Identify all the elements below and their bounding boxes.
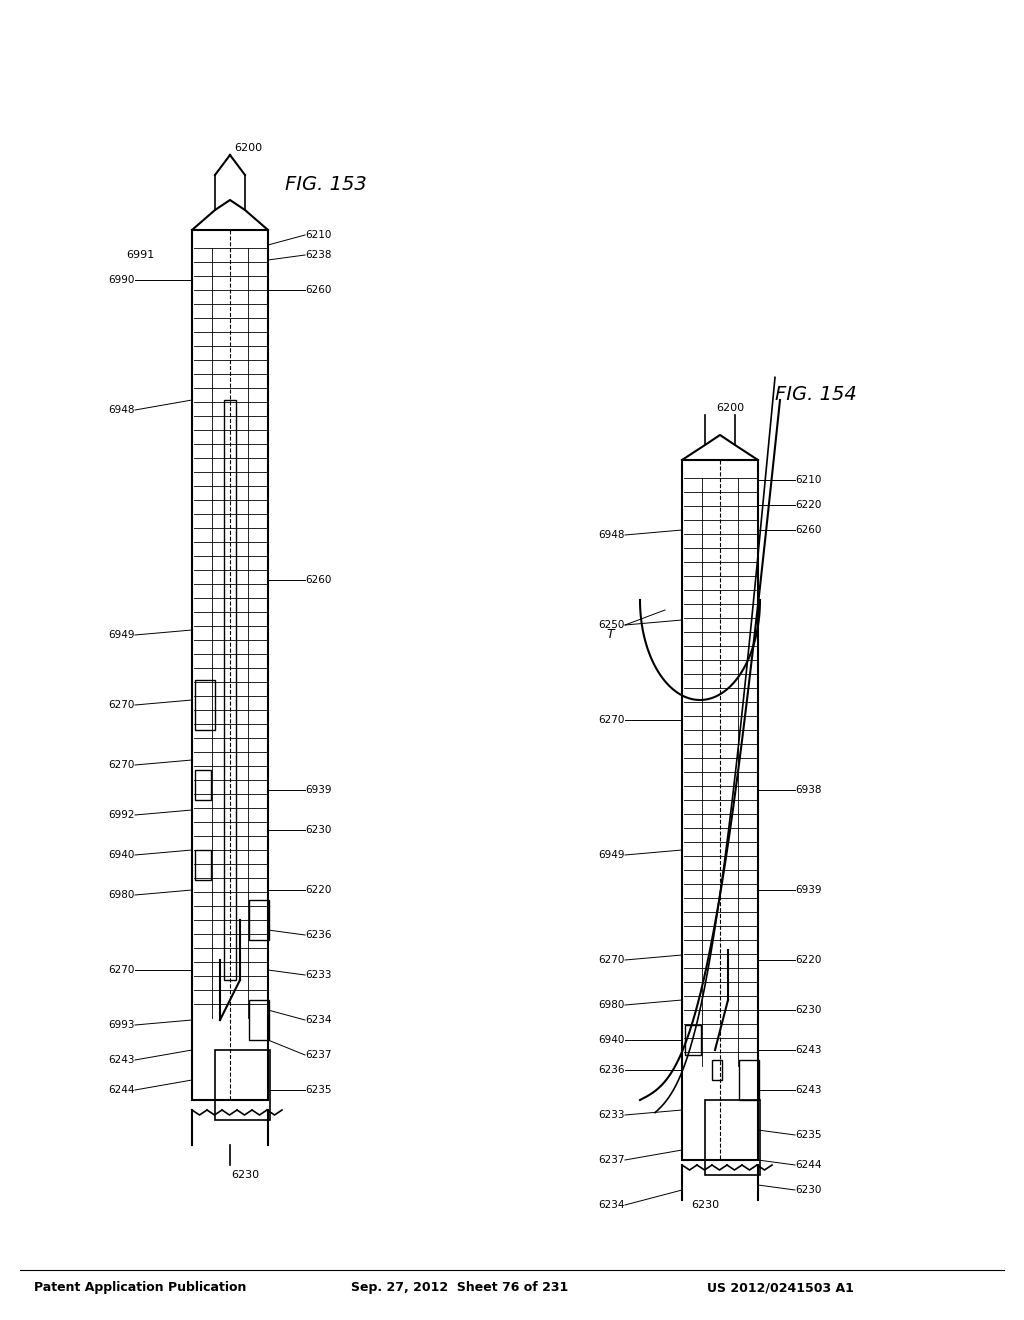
Bar: [224, 400, 236, 979]
Text: 6939: 6939: [795, 884, 821, 895]
Text: 6270: 6270: [599, 954, 625, 965]
Text: 6948: 6948: [598, 531, 625, 540]
Bar: [685, 1026, 701, 1055]
Bar: [195, 680, 215, 730]
Text: 6244: 6244: [795, 1160, 821, 1170]
Text: 6243: 6243: [795, 1045, 821, 1055]
Text: 6236: 6236: [598, 1065, 625, 1074]
Bar: [705, 1100, 760, 1175]
Text: 6236: 6236: [305, 931, 332, 940]
Text: 6990: 6990: [109, 275, 135, 285]
Text: 6235: 6235: [305, 1085, 332, 1096]
Bar: [193, 230, 268, 1100]
Text: 6940: 6940: [109, 850, 135, 861]
Text: 6948: 6948: [109, 405, 135, 414]
Text: 6949: 6949: [109, 630, 135, 640]
Text: 6235: 6235: [795, 1130, 821, 1140]
Bar: [249, 1001, 269, 1040]
Text: 6210: 6210: [305, 230, 332, 240]
Text: 6991: 6991: [126, 249, 155, 260]
Text: 6260: 6260: [305, 576, 332, 585]
Text: FIG. 153: FIG. 153: [285, 176, 367, 194]
Text: 6200: 6200: [233, 143, 262, 153]
Text: 6993: 6993: [109, 1020, 135, 1030]
Bar: [712, 1060, 722, 1080]
Text: 6980: 6980: [599, 1001, 625, 1010]
Text: 6270: 6270: [599, 715, 625, 725]
Text: FIG. 154: FIG. 154: [775, 385, 857, 404]
Text: US 2012/0241503 A1: US 2012/0241503 A1: [707, 1282, 853, 1295]
Text: 6270: 6270: [109, 700, 135, 710]
Text: 6233: 6233: [598, 1110, 625, 1119]
Text: 6243: 6243: [795, 1085, 821, 1096]
Text: 6230: 6230: [231, 1170, 259, 1180]
Text: 6260: 6260: [795, 525, 821, 535]
Text: 6230: 6230: [691, 1200, 719, 1210]
Bar: [195, 770, 211, 800]
Text: 6220: 6220: [795, 954, 821, 965]
Text: 6992: 6992: [109, 810, 135, 820]
Text: 6237: 6237: [598, 1155, 625, 1166]
Text: 6949: 6949: [598, 850, 625, 861]
Text: 6210: 6210: [795, 475, 821, 484]
Text: Sep. 27, 2012  Sheet 76 of 231: Sep. 27, 2012 Sheet 76 of 231: [351, 1282, 568, 1295]
Text: 6270: 6270: [109, 760, 135, 770]
Text: Patent Application Publication: Patent Application Publication: [34, 1282, 246, 1295]
Text: 6244: 6244: [109, 1085, 135, 1096]
Text: 6200: 6200: [716, 403, 744, 413]
Text: 6270: 6270: [109, 965, 135, 975]
Text: 6939: 6939: [305, 785, 332, 795]
Text: 6233: 6233: [305, 970, 332, 979]
Text: 6250: 6250: [599, 620, 625, 630]
Text: 6220: 6220: [795, 500, 821, 510]
Text: T: T: [606, 628, 613, 642]
Text: 6230: 6230: [305, 825, 332, 836]
Text: 6234: 6234: [305, 1015, 332, 1026]
Text: 6237: 6237: [305, 1049, 332, 1060]
Text: 6230: 6230: [795, 1005, 821, 1015]
Bar: [682, 459, 758, 1160]
Text: 6220: 6220: [305, 884, 332, 895]
Bar: [739, 1060, 759, 1100]
Bar: [195, 850, 211, 880]
Text: 6234: 6234: [598, 1200, 625, 1210]
Text: 6238: 6238: [305, 249, 332, 260]
Text: 6938: 6938: [795, 785, 821, 795]
Bar: [249, 900, 269, 940]
Text: 6243: 6243: [109, 1055, 135, 1065]
Bar: [215, 1049, 270, 1119]
Text: 6940: 6940: [599, 1035, 625, 1045]
Text: 6980: 6980: [109, 890, 135, 900]
Text: 6260: 6260: [305, 285, 332, 294]
Text: 6230: 6230: [795, 1185, 821, 1195]
